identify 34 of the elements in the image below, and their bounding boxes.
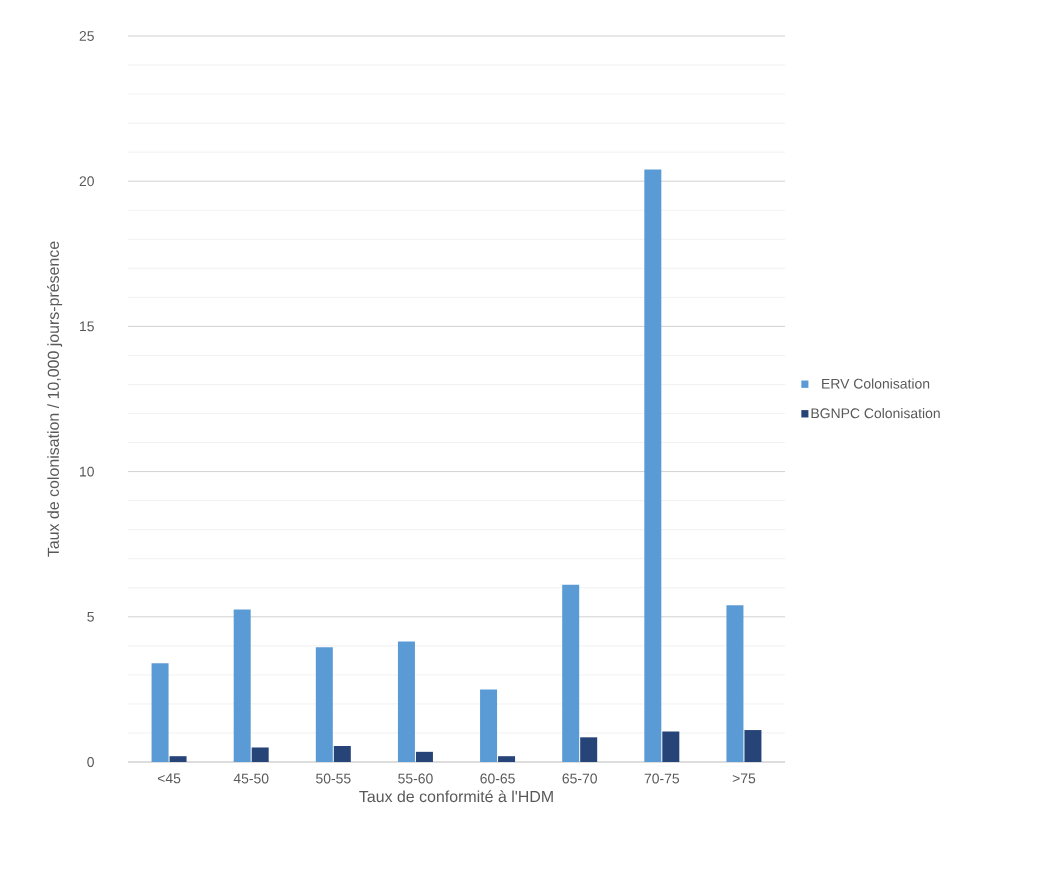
x-tick-label: 60-65 xyxy=(480,773,515,784)
x-tick-label: 70-75 xyxy=(644,773,680,784)
bar xyxy=(251,747,269,762)
bar xyxy=(233,609,251,762)
y-axis-title: Taux de colonisation / 10,000 jours-présence xyxy=(47,241,63,557)
x-tick-label: 45-50 xyxy=(233,773,269,784)
bar xyxy=(726,605,744,762)
y-tick-label: 15 xyxy=(80,321,94,332)
y-tick-label: 10 xyxy=(80,466,94,477)
bar xyxy=(644,169,662,762)
y-tick-label: 0 xyxy=(87,757,94,767)
bar xyxy=(744,730,762,762)
y-tick-label: 5 xyxy=(87,611,94,622)
bar xyxy=(480,689,498,762)
bar xyxy=(498,756,516,762)
bar xyxy=(315,647,333,762)
bar xyxy=(580,737,598,762)
bar xyxy=(662,731,680,762)
legend-label: BGNPC Colonisation xyxy=(811,407,940,419)
x-tick-label: >75 xyxy=(732,773,756,784)
y-tick-label: 20 xyxy=(79,176,94,187)
x-tick-label: 50-55 xyxy=(316,773,351,784)
x-tick-label: 65-70 xyxy=(562,773,597,784)
bar xyxy=(562,584,580,762)
x-tick-label: <45 xyxy=(157,773,181,784)
bar xyxy=(397,641,415,762)
x-axis-title: Taux de conformité à l'HDM xyxy=(359,790,553,803)
bar xyxy=(415,751,433,762)
legend-label: ERV Colonisation xyxy=(822,378,930,389)
y-tick-label: 25 xyxy=(79,31,94,41)
bar xyxy=(333,746,351,762)
bar xyxy=(151,663,169,762)
x-tick-label: 55-60 xyxy=(398,773,433,784)
bar xyxy=(169,756,187,762)
